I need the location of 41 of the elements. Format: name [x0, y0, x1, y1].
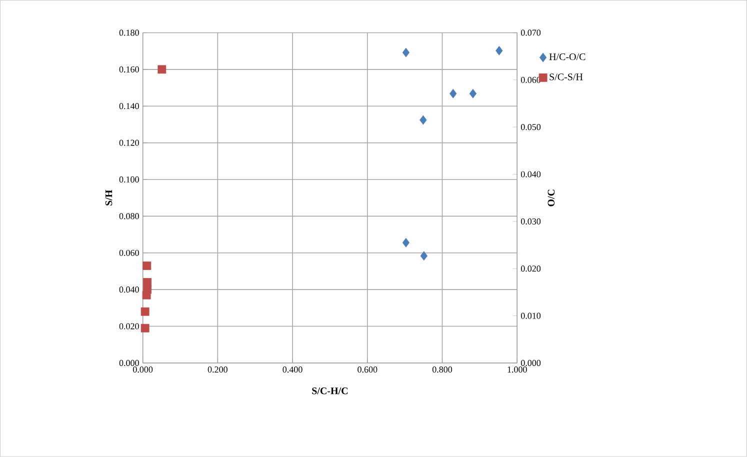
y-tick-label: 0.100: [119, 176, 139, 183]
point: [450, 89, 457, 98]
y-tick-label: 0.140: [119, 103, 139, 110]
x-tick-label: 0.600: [358, 366, 378, 373]
point: [158, 65, 166, 74]
y2-tick-label: 0.020: [521, 266, 541, 272]
y-tick-label: 0.120: [119, 140, 139, 146]
y-tick-label: 0.160: [119, 66, 139, 73]
y-tick-label: 0.040: [119, 286, 139, 293]
point: [469, 89, 477, 98]
point: [140, 324, 150, 332]
x-tick-label: 0.200: [208, 366, 228, 373]
y2-tick-label: 0.070: [521, 30, 541, 36]
y-tick-label: 0.060: [119, 250, 139, 256]
point: [402, 238, 410, 248]
y2-tick-label: 0.050: [521, 124, 541, 130]
y-axis-title: S/H: [105, 190, 112, 206]
y2-tick-label: 0.040: [521, 171, 541, 178]
point: [496, 46, 503, 56]
y2-tick-label: 0.010: [521, 312, 541, 319]
point: [143, 278, 152, 287]
point: [420, 251, 428, 261]
x-axis-title: S/C-H/C: [312, 388, 348, 394]
x-tick-label: 1.000: [508, 366, 527, 373]
point: [142, 262, 152, 270]
y2-axis-title: O/C: [548, 190, 555, 206]
y-tick-label: 0.080: [119, 213, 139, 220]
y-tick-label: 0.020: [119, 323, 139, 330]
legend-label: H/C-O/C: [549, 54, 586, 60]
y-tick-label: 0.000: [119, 360, 139, 366]
y2-tick-label: 0.030: [521, 218, 541, 225]
point: [402, 48, 410, 58]
x-tick-label: 0.000: [133, 366, 153, 373]
legend-label: S/C-S/H: [550, 74, 583, 80]
point: [140, 308, 150, 316]
y-tick-label: 0.180: [119, 30, 139, 36]
x-tick-label: 0.400: [282, 366, 302, 373]
x-tick-label: 0.800: [432, 366, 452, 373]
point: [142, 291, 151, 300]
point: [420, 115, 427, 125]
y2-tick-label: 0.000: [521, 360, 541, 366]
